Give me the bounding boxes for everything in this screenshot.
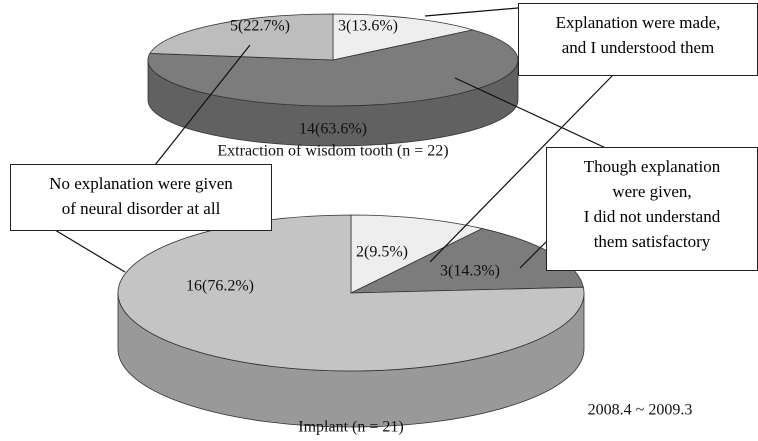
data-label: 5(22.7%) bbox=[230, 18, 290, 35]
leader-line bbox=[424, 7, 519, 17]
legend-text: and I understood them bbox=[561, 38, 715, 57]
slice bbox=[350, 214, 484, 294]
data-label: 16(76.2%) bbox=[186, 278, 254, 295]
pie: 2(9.5%) 3(14.3%) 16(76.2%) Implant (n = 21) bbox=[117, 214, 585, 436]
leader-line bbox=[54, 229, 126, 273]
leader-line bbox=[154, 44, 251, 166]
pie-title: Extraction of wisdom tooth (n = 22) bbox=[217, 143, 448, 160]
pie-title: Implant (n = 21) bbox=[298, 419, 403, 436]
date-range: 2008.4 ~ 2009.3 bbox=[588, 402, 693, 419]
slice bbox=[117, 214, 585, 372]
data-label: 3(14.3%) bbox=[440, 263, 500, 280]
legend-box: No explanation were given of neural disor… bbox=[10, 164, 272, 231]
leader-line bbox=[454, 77, 611, 151]
legend-text: No explanation were given bbox=[49, 174, 233, 193]
legend-text: Though explanation bbox=[583, 157, 721, 176]
legend-text: I did not understand bbox=[583, 207, 721, 226]
legend-text: Explanation were made, bbox=[555, 13, 721, 32]
leader-line bbox=[429, 74, 614, 263]
data-label: 14(63.6%) bbox=[299, 121, 367, 138]
legend-box: Though explanation were given, I did not u… bbox=[546, 147, 758, 271]
legend-text: them satisfactory bbox=[593, 232, 711, 251]
leader-line bbox=[519, 241, 547, 269]
legend-text: of neural disorder at all bbox=[61, 199, 221, 218]
slice bbox=[332, 13, 473, 61]
leader-lines bbox=[54, 7, 614, 273]
pie: 3(13.6%) 14(63.6%) 5(22.7%) Extraction of w… bbox=[147, 13, 519, 160]
data-label: 2(9.5%) bbox=[356, 244, 408, 261]
slice bbox=[147, 29, 519, 107]
legend-text: were given, bbox=[612, 182, 692, 201]
legend-box: Explanation were made, and I understood t… bbox=[518, 3, 758, 76]
slice bbox=[149, 13, 334, 61]
data-label: 3(13.6%) bbox=[338, 18, 398, 35]
